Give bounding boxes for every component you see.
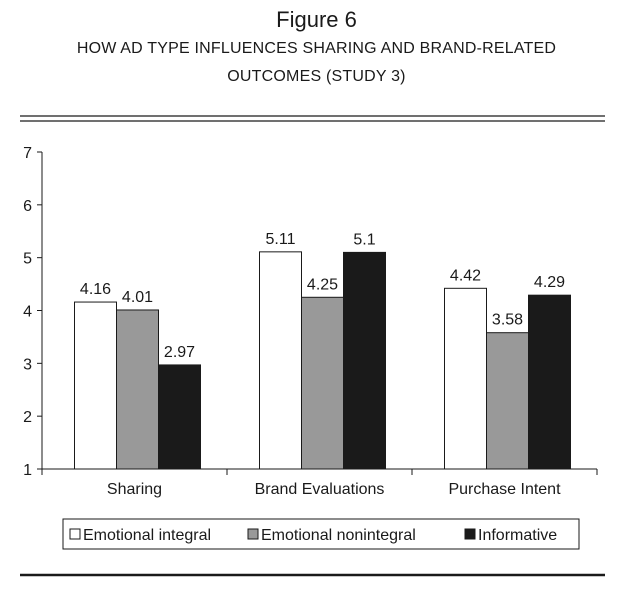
bar-value-label: 2.97 <box>164 344 195 361</box>
y-tick-label: 1 <box>23 462 32 479</box>
bar <box>158 364 201 470</box>
bar <box>444 287 487 470</box>
x-category-label: Sharing <box>107 481 162 498</box>
y-tick-label: 4 <box>23 304 32 321</box>
y-ticks: 1 2 3 4 5 6 7 <box>23 145 42 479</box>
bar-value-label: 5.11 <box>266 231 296 248</box>
bars <box>74 251 571 470</box>
y-tick-label: 2 <box>23 409 32 426</box>
y-tick-label: 3 <box>23 356 32 373</box>
bar-value-label: 4.16 <box>80 281 111 298</box>
x-category-label: Brand Evaluations <box>255 481 385 498</box>
bar <box>486 332 529 470</box>
figure-title-line-2: OUTCOMES (STUDY 3) <box>227 68 406 85</box>
y-tick-label: 6 <box>23 198 32 215</box>
bar-value-label: 4.42 <box>450 267 481 284</box>
bar-value-label: 3.58 <box>492 312 523 329</box>
figure-title-line-1: HOW AD TYPE INFLUENCES SHARING AND BRAND… <box>76 40 557 57</box>
bar-labels: 4.16 4.01 2.97 5.11 4.25 5.1 4.42 3.58 4.29 <box>80 231 565 361</box>
bar <box>301 296 344 470</box>
legend: Emotional integral Emotional nonintegral I… <box>69 527 557 544</box>
bar <box>528 294 571 470</box>
y-tick-label: 7 <box>23 145 32 162</box>
bar-value-label: 5.1 <box>353 231 375 248</box>
bar-value-label: 4.01 <box>122 289 153 306</box>
figure-number: Figure 6 <box>276 7 357 32</box>
bar-value-label: 4.29 <box>534 274 565 291</box>
bar <box>116 309 159 470</box>
legend-label: Emotional nonintegral <box>261 527 416 544</box>
bar <box>343 251 386 470</box>
bar <box>259 251 302 470</box>
legend-swatch <box>247 528 259 540</box>
legend-label: Informative <box>478 527 557 544</box>
bar <box>74 301 117 470</box>
x-categories: Sharing Brand Evaluations Purchase Intent <box>41 469 598 498</box>
legend-swatch <box>464 528 476 540</box>
y-tick-label: 5 <box>23 251 32 268</box>
legend-swatch <box>69 528 81 540</box>
x-category-label: Purchase Intent <box>448 481 561 498</box>
bar-value-label: 4.25 <box>307 276 338 293</box>
legend-label: Emotional integral <box>83 527 211 544</box>
legend-box <box>62 518 580 550</box>
